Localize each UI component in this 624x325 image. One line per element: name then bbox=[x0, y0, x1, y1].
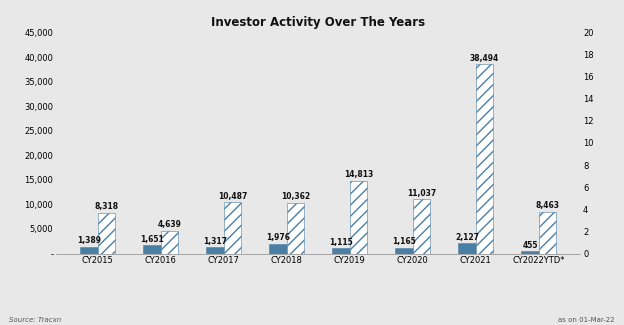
Text: 1,389: 1,389 bbox=[77, 236, 101, 245]
Title: Investor Activity Over The Years: Investor Activity Over The Years bbox=[211, 16, 426, 29]
Bar bbox=[269, 244, 286, 254]
Text: 38,494: 38,494 bbox=[470, 54, 499, 63]
Text: 1,651: 1,651 bbox=[140, 235, 163, 244]
Text: 8,463: 8,463 bbox=[535, 202, 560, 211]
Bar bbox=[286, 202, 305, 254]
Text: 1,165: 1,165 bbox=[392, 237, 416, 246]
Bar bbox=[80, 247, 97, 254]
Text: 8,318: 8,318 bbox=[94, 202, 119, 211]
Bar bbox=[160, 231, 178, 254]
Bar bbox=[458, 243, 476, 254]
Bar bbox=[332, 248, 350, 254]
Text: as on 01-Mar-22: as on 01-Mar-22 bbox=[558, 318, 615, 323]
Text: 1,115: 1,115 bbox=[329, 238, 353, 247]
Bar bbox=[395, 248, 413, 254]
Bar bbox=[350, 181, 368, 254]
Text: 455: 455 bbox=[522, 241, 538, 250]
Bar bbox=[206, 247, 223, 254]
Bar bbox=[223, 202, 241, 254]
Bar bbox=[521, 251, 539, 254]
Text: 4,639: 4,639 bbox=[157, 220, 182, 229]
Text: 2,127: 2,127 bbox=[455, 233, 479, 241]
Text: 10,487: 10,487 bbox=[218, 191, 247, 201]
Text: 11,037: 11,037 bbox=[407, 189, 436, 198]
Text: 1,317: 1,317 bbox=[203, 237, 227, 246]
Text: 1,976: 1,976 bbox=[266, 233, 290, 242]
Bar bbox=[97, 213, 115, 254]
Text: Source: Tracxn: Source: Tracxn bbox=[9, 318, 62, 323]
Bar bbox=[413, 199, 431, 254]
Text: 10,362: 10,362 bbox=[281, 192, 310, 201]
Bar bbox=[539, 212, 557, 254]
Bar bbox=[476, 64, 494, 254]
Bar bbox=[143, 245, 160, 254]
Text: 14,813: 14,813 bbox=[344, 170, 373, 179]
